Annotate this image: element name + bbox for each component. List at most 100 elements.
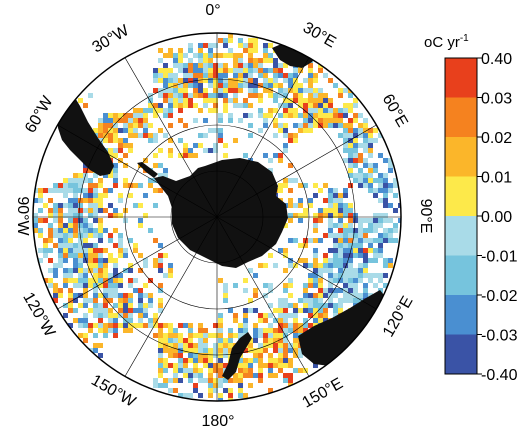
trend-cell — [348, 273, 353, 278]
trend-cell — [128, 268, 133, 273]
trend-cell — [278, 298, 283, 303]
trend-cell — [73, 203, 78, 208]
trend-cell — [218, 63, 223, 68]
trend-cell — [298, 243, 303, 248]
trend-cell — [58, 288, 63, 293]
trend-cell — [168, 268, 173, 273]
trend-cell — [108, 283, 113, 288]
trend-cell — [213, 368, 218, 373]
trend-cell — [88, 278, 93, 283]
trend-cell — [168, 83, 173, 88]
meridian-line — [57, 216, 218, 310]
trend-cell — [68, 218, 73, 223]
trend-cell — [128, 113, 133, 118]
trend-cell — [58, 253, 63, 258]
trend-cell — [178, 333, 183, 338]
trend-cell — [93, 228, 98, 233]
trend-cell — [368, 168, 373, 173]
trend-cell — [153, 163, 158, 168]
trend-cell — [213, 93, 218, 98]
trend-cell — [298, 113, 303, 118]
trend-cell — [48, 198, 53, 203]
trend-cell — [133, 203, 138, 208]
trend-cell — [288, 178, 293, 183]
trend-cell — [128, 283, 133, 288]
trend-cell — [168, 53, 173, 58]
trend-cell — [128, 298, 133, 303]
trend-cell — [323, 213, 328, 218]
trend-cell — [258, 333, 263, 338]
trend-cell — [343, 268, 348, 273]
trend-cell — [103, 278, 108, 283]
trend-cell — [58, 293, 63, 298]
trend-cell — [78, 208, 83, 213]
trend-cell — [93, 323, 98, 328]
trend-cell — [363, 178, 368, 183]
trend-cell — [88, 298, 93, 303]
trend-cell — [363, 148, 368, 153]
trend-cell — [183, 323, 188, 328]
trend-cell — [193, 353, 198, 358]
trend-cell — [108, 298, 113, 303]
trend-cell — [103, 258, 108, 263]
trend-cell — [363, 233, 368, 238]
trend-cell — [288, 73, 293, 78]
trend-cell — [128, 293, 133, 298]
trend-cell — [168, 353, 173, 358]
trend-cell — [328, 208, 333, 213]
trend-cell — [343, 228, 348, 233]
trend-cell — [123, 178, 128, 183]
trend-cell — [248, 103, 253, 108]
trend-cell — [188, 348, 193, 353]
trend-cell — [73, 183, 78, 188]
trend-cell — [218, 113, 223, 118]
trend-cell — [213, 353, 218, 358]
trend-cell — [233, 63, 238, 68]
trend-cell — [358, 153, 363, 158]
trend-cell — [348, 218, 353, 223]
trend-cell — [273, 63, 278, 68]
trend-cell — [283, 298, 288, 303]
trend-cell — [128, 328, 133, 333]
trend-cell — [48, 213, 53, 218]
trend-cell — [178, 358, 183, 363]
trend-cell — [143, 113, 148, 118]
trend-cell — [243, 368, 248, 373]
trend-cell — [83, 313, 88, 318]
trend-cell — [368, 258, 373, 263]
trend-cell — [233, 378, 238, 383]
trend-cell — [293, 338, 298, 343]
trend-cell — [213, 63, 218, 68]
trend-cell — [248, 368, 253, 373]
trend-cell — [108, 238, 113, 243]
trend-cell — [158, 298, 163, 303]
trend-cell — [283, 318, 288, 323]
trend-cell — [358, 228, 363, 233]
trend-cell — [388, 258, 393, 263]
trend-cell — [43, 248, 48, 253]
trend-cell — [33, 218, 38, 223]
trend-cell — [258, 348, 263, 353]
trend-cell — [53, 263, 58, 268]
trend-cell — [348, 223, 353, 228]
trend-cell — [83, 193, 88, 198]
trend-cell — [258, 63, 263, 68]
trend-cell — [313, 73, 318, 78]
trend-cell — [238, 323, 243, 328]
trend-cell — [243, 328, 248, 333]
trend-cell — [68, 248, 73, 253]
trend-cell — [193, 143, 198, 148]
trend-cell — [188, 378, 193, 383]
trend-cell — [263, 43, 268, 48]
trend-cell — [208, 383, 213, 388]
trend-cell — [128, 308, 133, 313]
trend-cell — [183, 98, 188, 103]
trend-cell — [168, 343, 173, 348]
trend-cell — [183, 368, 188, 373]
trend-cell — [283, 78, 288, 83]
trend-cell — [218, 38, 223, 43]
trend-cell — [198, 333, 203, 338]
trend-cell — [283, 288, 288, 293]
trend-cell — [343, 288, 348, 293]
